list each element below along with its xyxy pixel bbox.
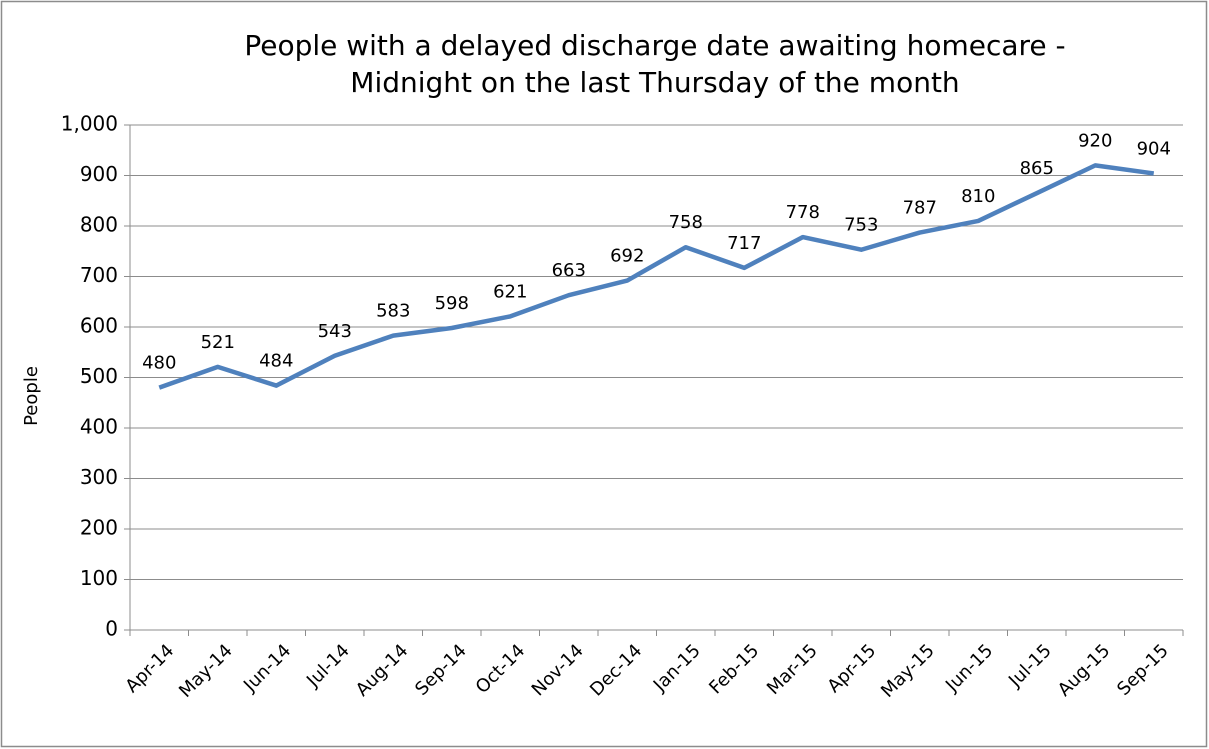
- y-tick-label: 100: [80, 566, 118, 590]
- y-tick-label: 600: [80, 314, 118, 338]
- data-label: 787: [903, 198, 937, 219]
- chart-title: Midnight on the last Thursday of the mon…: [350, 66, 959, 99]
- data-label: 692: [610, 246, 644, 267]
- y-tick-label: 800: [80, 213, 118, 237]
- y-tick-label: 200: [80, 516, 118, 540]
- data-line: [158, 163, 1155, 390]
- y-tick-label: 400: [80, 415, 118, 439]
- data-label: 920: [1078, 130, 1112, 151]
- data-label: 758: [669, 212, 703, 233]
- y-tick-label: 500: [80, 364, 118, 388]
- data-label: 778: [786, 202, 820, 223]
- data-label: 543: [318, 321, 352, 342]
- data-label: 753: [844, 215, 878, 236]
- data-label: 480: [142, 353, 176, 374]
- chart-title: People with a delayed discharge date awa…: [244, 29, 1065, 62]
- data-label: 904: [1137, 138, 1171, 159]
- data-label: 583: [376, 301, 410, 322]
- data-label: 484: [259, 351, 293, 372]
- y-tick-label: 700: [80, 263, 118, 287]
- y-tick-label: 1,000: [61, 112, 118, 136]
- data-label: 810: [961, 186, 995, 207]
- data-label: 598: [435, 293, 469, 314]
- data-label: 663: [552, 260, 586, 281]
- data-label: 865: [1020, 158, 1054, 179]
- y-axis-label: People: [21, 366, 42, 426]
- y-tick-label: 0: [105, 617, 118, 641]
- data-label: 621: [493, 281, 527, 302]
- data-label: 717: [727, 233, 761, 254]
- y-tick-label: 300: [80, 465, 118, 489]
- data-label: 521: [201, 332, 235, 353]
- y-tick-label: 900: [80, 162, 118, 186]
